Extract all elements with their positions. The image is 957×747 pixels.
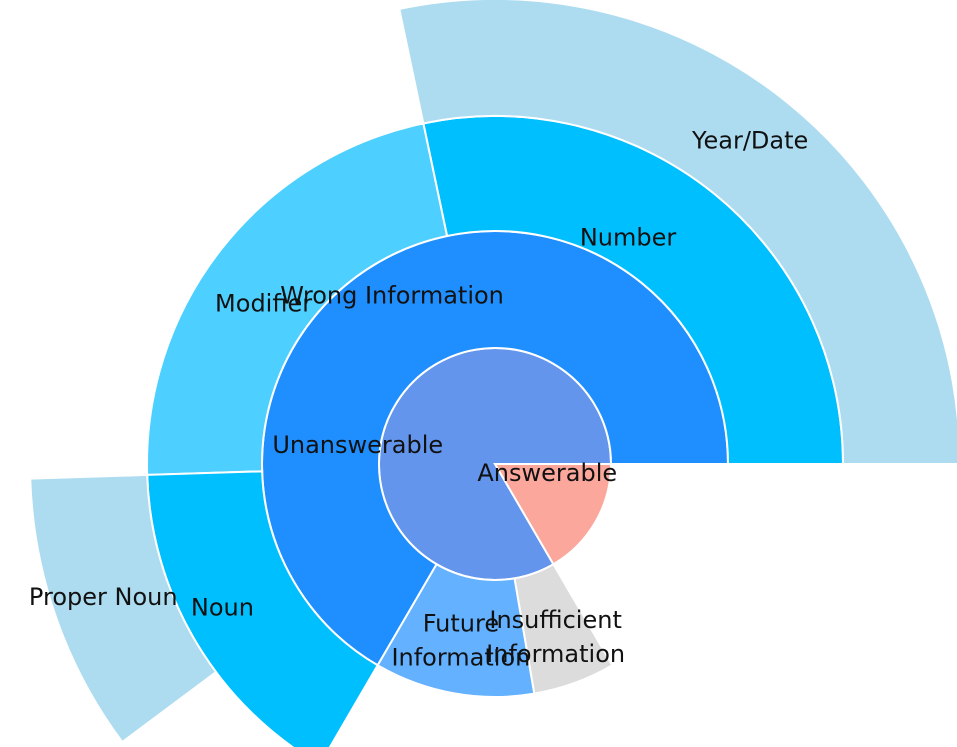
label-answerable: Answerable xyxy=(477,459,617,487)
label-year-date: Year/Date xyxy=(691,126,808,154)
segment-proper-noun xyxy=(29,473,218,744)
label-unanswerable: Unanswerable xyxy=(272,431,443,459)
segment-insufficient-information xyxy=(513,562,614,695)
label-insufficient-information: Insufficient Information xyxy=(486,606,625,668)
label-wrong-information: Wrong Information xyxy=(280,282,504,310)
segment-answerable xyxy=(493,463,613,566)
label-noun: Noun xyxy=(191,594,254,622)
label-modifier: Modifier xyxy=(215,290,312,318)
label-number: Number xyxy=(580,223,677,251)
label-proper-noun: Proper Noun xyxy=(29,583,178,611)
label-future-information-line-2: Information xyxy=(391,644,530,672)
segment-modifier xyxy=(146,122,449,476)
label-insufficient-information-line-1: Insufficient xyxy=(489,606,621,634)
segment-year-date xyxy=(398,0,957,465)
label-future-information: Future Information xyxy=(391,610,530,672)
label-insufficient-information-line-2: Information xyxy=(486,640,625,668)
label-future-information-line-1: Future xyxy=(423,610,499,638)
